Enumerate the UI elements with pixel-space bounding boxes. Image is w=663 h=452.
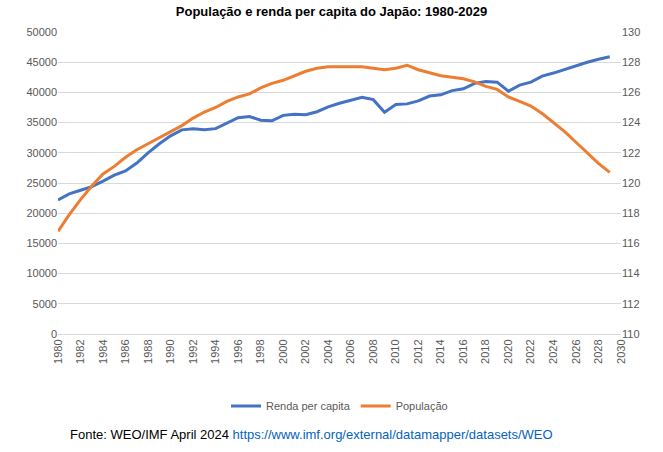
svg-text:128: 128 [622,56,640,68]
svg-text:25000: 25000 [26,177,57,189]
svg-text:1994: 1994 [209,339,221,363]
svg-text:112: 112 [622,298,640,310]
svg-text:2002: 2002 [299,339,311,363]
svg-text:30000: 30000 [26,147,57,159]
svg-text:2026: 2026 [570,339,582,363]
svg-text:50000: 50000 [26,26,57,38]
svg-text:5000: 5000 [33,298,57,310]
svg-text:124: 124 [622,116,640,128]
svg-text:20000: 20000 [26,207,57,219]
svg-text:110: 110 [622,328,640,340]
svg-text:120: 120 [622,177,640,189]
svg-text:126: 126 [622,86,640,98]
svg-text:2010: 2010 [389,339,401,363]
svg-text:2014: 2014 [434,339,446,363]
svg-text:1988: 1988 [142,339,154,363]
svg-text:0: 0 [51,328,57,340]
svg-text:1996: 1996 [232,339,244,363]
svg-text:35000: 35000 [26,116,57,128]
svg-text:2030: 2030 [615,339,627,363]
svg-text:2024: 2024 [547,339,559,363]
svg-text:130: 130 [622,26,640,38]
svg-text:122: 122 [622,147,640,159]
svg-text:2028: 2028 [592,339,604,363]
svg-text:1986: 1986 [119,339,131,363]
svg-text:1982: 1982 [74,339,86,363]
svg-text:2012: 2012 [412,339,424,363]
svg-text:2020: 2020 [502,339,514,363]
svg-text:2000: 2000 [277,339,289,363]
svg-text:1998: 1998 [254,339,266,363]
svg-text:2018: 2018 [479,339,491,363]
svg-text:118: 118 [622,207,640,219]
svg-text:45000: 45000 [26,56,57,68]
svg-text:2016: 2016 [457,339,469,363]
svg-text:1980: 1980 [52,339,64,363]
svg-text:População e renda per capita d: População e renda per capita do Japão: 1… [176,4,487,19]
svg-text:Fonte: WEO/IMF April 2024 http: Fonte: WEO/IMF April 2024 https://www.im… [70,427,553,442]
svg-text:1990: 1990 [164,339,176,363]
svg-text:1992: 1992 [187,339,199,363]
svg-text:15000: 15000 [26,237,57,249]
svg-text:40000: 40000 [26,86,57,98]
svg-text:2004: 2004 [322,339,334,363]
svg-text:114: 114 [622,267,640,279]
svg-text:116: 116 [622,237,640,249]
svg-text:População: População [396,400,448,412]
svg-text:2008: 2008 [367,339,379,363]
svg-text:10000: 10000 [26,267,57,279]
svg-text:1984: 1984 [97,339,109,363]
svg-text:Renda per capita: Renda per capita [266,400,351,412]
svg-text:2022: 2022 [524,339,536,363]
svg-text:2006: 2006 [344,339,356,363]
